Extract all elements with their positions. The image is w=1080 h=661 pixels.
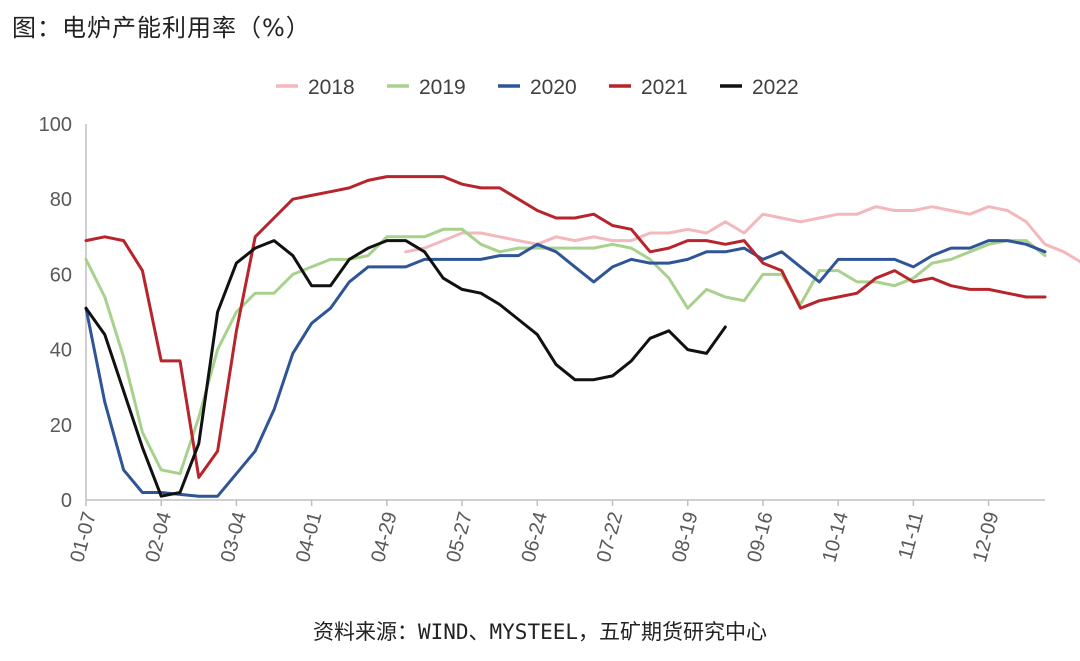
legend-label: 2018 xyxy=(308,76,355,99)
chart-legend: 2018 2019 2020 2021 2022 xyxy=(276,76,799,99)
x-tick-label: 10-14 xyxy=(818,510,852,565)
x-tick-label: 08-19 xyxy=(668,510,702,565)
y-axis: 0 20 40 60 80 100 xyxy=(39,114,87,512)
x-tick-label: 03-04 xyxy=(217,510,251,565)
series-line-2018 xyxy=(404,205,1080,264)
series-line-2020 xyxy=(84,239,1047,498)
series-line-2019 xyxy=(84,227,1047,476)
x-tick-label: 11-11 xyxy=(894,510,928,562)
source-note: 资料来源：WIND、MYSTEEL，五矿期货研究中心 xyxy=(312,620,768,644)
x-tick-label: 09-16 xyxy=(743,510,777,565)
x-tick-label: 12-09 xyxy=(969,510,1003,565)
y-tick-label: 40 xyxy=(50,340,72,362)
y-tick-label: 20 xyxy=(50,415,72,437)
legend-label: 2020 xyxy=(530,76,577,99)
y-tick-label: 0 xyxy=(61,490,72,512)
y-tick-label: 80 xyxy=(50,189,72,211)
y-tick-label: 100 xyxy=(39,114,72,136)
series-line-2022 xyxy=(84,239,727,498)
x-tick-label: 07-22 xyxy=(593,510,627,565)
chart-series xyxy=(84,175,1080,498)
x-axis: 01-07 02-04 03-04 04-01 04-29 05-27 06-24 07-22… xyxy=(66,499,1045,565)
legend-label: 2019 xyxy=(419,76,466,99)
y-tick-label: 60 xyxy=(50,264,72,286)
x-tick-label: 06-24 xyxy=(518,510,552,565)
series-line-2021 xyxy=(84,175,1047,479)
x-tick-label: 04-29 xyxy=(367,510,401,565)
legend-label: 2021 xyxy=(641,76,688,99)
legend-label: 2022 xyxy=(752,76,799,99)
chart-title: 图：电炉产能利用率（%） xyxy=(12,14,311,42)
x-tick-label: 05-27 xyxy=(442,510,476,565)
x-tick-label: 01-07 xyxy=(66,510,100,565)
x-tick-label: 04-01 xyxy=(292,510,326,565)
x-tick-label: 02-04 xyxy=(142,510,176,565)
